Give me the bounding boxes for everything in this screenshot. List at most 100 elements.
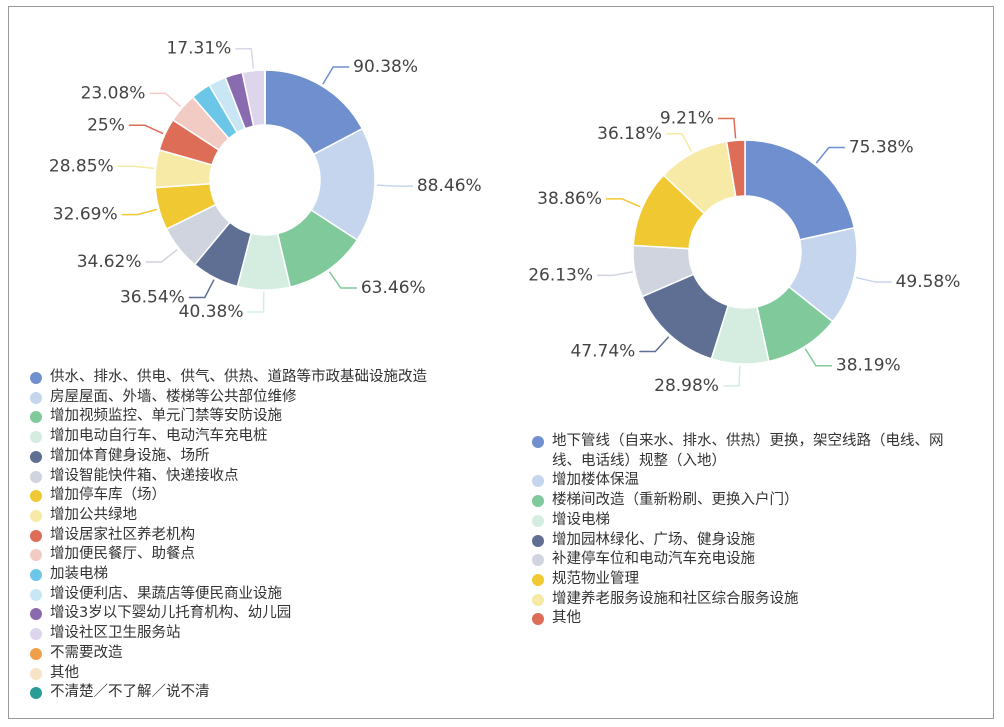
legend-label: 增加体育健身设施、场所	[50, 447, 210, 464]
legend-item: 楼梯间改造（重新粉刷、更换入户门）	[532, 491, 972, 511]
legend-label: 规范物业管理	[552, 570, 639, 587]
legend-item: 增加视频监控、单元门禁等安防设施	[30, 407, 510, 427]
leader-line	[717, 117, 737, 139]
legend-swatch	[30, 667, 42, 680]
legend-label: 房屋屋面、外墙、楼梯等公共部位维修	[50, 388, 297, 405]
legend-label: 增设智能快件箱、快递接收点	[50, 467, 239, 484]
leader-line	[128, 124, 164, 135]
data-label: 26.13%	[528, 265, 593, 285]
legend-item: 增设社区卫生服务站	[30, 624, 510, 644]
legend-item: 增设电梯	[532, 511, 972, 531]
legend-label: 地下管线（自来水、排水、供热）更换，架空线路（电线、网线、电话线）规整（入地）	[552, 433, 944, 469]
leader-line	[247, 291, 265, 313]
legend-label: 增加停车库（场）	[50, 487, 166, 504]
legend-swatch	[532, 514, 544, 527]
legend-label: 增加电动自行车、电动汽车充电桩	[50, 428, 268, 445]
legend-swatch	[30, 509, 42, 522]
legend-label: 增加视频监控、单元门禁等安防设施	[50, 408, 282, 425]
leader-line	[121, 208, 158, 216]
legend-item: 增建养老服务设施和社区综合服务设施	[532, 590, 972, 610]
legend-item: 不清楚／不了解／说不清	[30, 683, 510, 703]
legend: 地下管线（自来水、排水、供热）更换，架空线路（电线、网线、电话线）规整（入地） 增…	[532, 432, 972, 629]
leader-line	[376, 184, 413, 187]
legend-swatch	[30, 628, 42, 641]
legend-label: 其他	[552, 610, 581, 627]
data-label: 49.58%	[896, 272, 961, 292]
legend-item: 其他	[532, 609, 972, 629]
leader-line	[149, 92, 182, 108]
legend-label: 增加楼体保温	[552, 472, 639, 489]
legend-item: 加装电梯	[30, 565, 510, 585]
legend-swatch	[30, 588, 42, 601]
legend-item: 增设智能快件箱、快递接收点	[30, 467, 510, 487]
legend-label: 增设居家社区养老机构	[50, 526, 195, 543]
legend-swatch	[30, 372, 42, 384]
legend-item: 增设便利店、果蔬店等便民商业设施	[30, 585, 510, 605]
legend-label: 加装电梯	[50, 566, 108, 583]
legend-swatch	[532, 554, 544, 567]
leader-line	[235, 47, 255, 69]
data-label: 63.46%	[361, 278, 426, 298]
data-label: 38.19%	[836, 356, 901, 376]
legend-item: 增加便民餐厅、助餐点	[30, 545, 510, 565]
legend-label: 增加公共绿地	[50, 506, 137, 523]
legend-item: 补建停车位和电动汽车充电设施	[532, 550, 972, 570]
data-label: 23.08%	[81, 83, 146, 103]
legend-label: 增加园林绿化、广场、健身设施	[552, 531, 755, 548]
data-label: 88.46%	[417, 176, 482, 196]
legend-item: 增加公共绿地	[30, 506, 510, 526]
legend-swatch	[30, 529, 42, 542]
data-label: 47.74%	[570, 342, 635, 362]
slice	[744, 139, 856, 241]
leader-line	[117, 165, 154, 170]
leader-line	[665, 133, 693, 152]
legend-label: 其他	[50, 664, 79, 681]
leader-line	[804, 348, 832, 367]
data-label: 40.38%	[179, 302, 244, 322]
legend-item: 增加楼体保温	[532, 471, 972, 491]
legend-swatch	[532, 593, 544, 606]
leader-line	[855, 276, 892, 283]
legend-label: 增设便利店、果蔬店等便民商业设施	[50, 585, 282, 602]
legend-item: 供水、排水、供电、供气、供热、道路等市政基础设施改造	[30, 368, 510, 388]
legend-item: 增加电动自行车、电动汽车充电桩	[30, 427, 510, 447]
legend-label: 补建停车位和电动汽车充电设施	[552, 551, 755, 568]
leader-line	[639, 336, 670, 353]
legend-swatch	[30, 450, 42, 463]
data-label: 25%	[87, 115, 125, 135]
data-label: 36.18%	[597, 124, 662, 144]
data-label: 28.98%	[654, 376, 719, 396]
leader-line	[322, 66, 350, 85]
data-label: 36.54%	[120, 287, 185, 307]
legend-swatch	[30, 470, 42, 483]
data-label: 9.21%	[660, 108, 714, 128]
data-label: 17.31%	[166, 39, 231, 59]
legend-swatch	[30, 411, 42, 424]
legend-item: 不需要改造	[30, 644, 510, 664]
leader-line	[815, 146, 845, 164]
legend-swatch	[532, 495, 544, 508]
legend-item: 增设居家社区养老机构	[30, 526, 510, 546]
legend-label: 增设电梯	[552, 511, 610, 528]
legend-item: 房屋屋面、外墙、楼梯等公共部位维修	[30, 388, 510, 408]
legend-item: 增加停车库（场）	[30, 486, 510, 506]
legend-label: 增建养老服务设施和社区综合服务设施	[552, 590, 799, 607]
legend-label: 不清楚／不了解／说不清	[50, 684, 210, 701]
leader-line	[145, 248, 178, 263]
legend-swatch	[532, 534, 544, 547]
legend-swatch	[532, 436, 544, 448]
leader-line	[328, 271, 357, 289]
leader-line	[722, 365, 741, 387]
data-label: 75.38%	[849, 137, 914, 157]
legend-item: 增设3岁以下婴幼儿托育机构、幼儿园	[30, 604, 510, 624]
data-label: 38.86%	[537, 189, 602, 209]
legend-swatch	[30, 431, 42, 444]
legend-label: 增设社区卫生服务站	[50, 625, 181, 642]
legend-item: 增加体育健身设施、场所	[30, 447, 510, 467]
leader-line	[188, 279, 215, 299]
legend-label: 不需要改造	[50, 644, 123, 661]
legend-item: 其他	[30, 664, 510, 684]
legend-swatch	[30, 687, 42, 700]
data-label: 28.85%	[49, 156, 114, 176]
